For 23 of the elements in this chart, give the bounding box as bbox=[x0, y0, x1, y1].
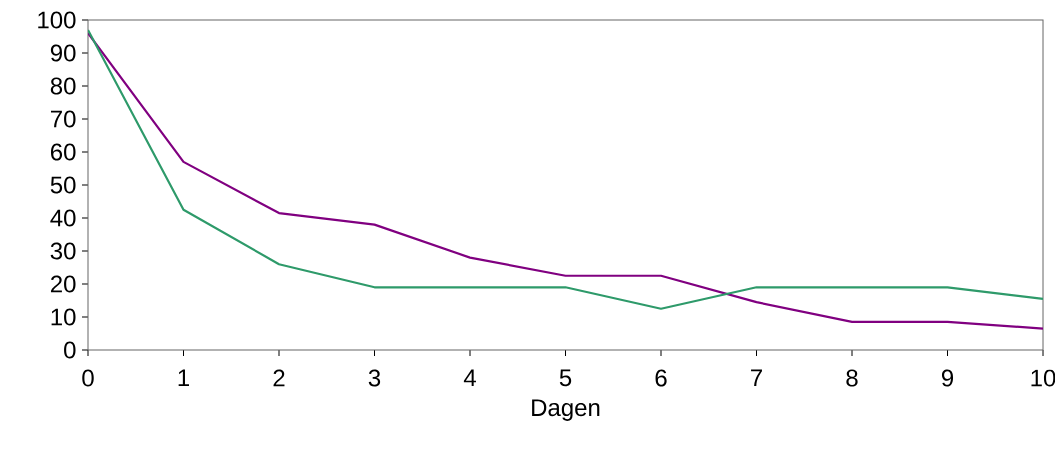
x-tick-label: 1 bbox=[178, 369, 189, 387]
x-tick-label: 7 bbox=[751, 369, 762, 387]
x-tick-label: 8 bbox=[846, 369, 858, 387]
y-tick-label: 40 bbox=[50, 209, 76, 227]
x-tick-label: 5 bbox=[559, 369, 572, 387]
x-tick-label: 10 bbox=[1031, 369, 1055, 387]
x-tick-label: 9 bbox=[941, 369, 954, 387]
y-tick-label: 20 bbox=[50, 275, 76, 293]
y-tick-label: 70 bbox=[50, 110, 76, 128]
y-tick-label: 0 bbox=[64, 341, 76, 359]
x-axis-title: Dagen bbox=[532, 399, 600, 421]
y-tick-label: 60 bbox=[50, 143, 76, 161]
x-tick-label: 4 bbox=[463, 369, 476, 387]
y-tick-label: 90 bbox=[50, 44, 76, 62]
x-tick-label: 3 bbox=[368, 369, 381, 387]
y-tick-label: 10 bbox=[51, 308, 76, 326]
y-tick-label: 30 bbox=[50, 242, 76, 260]
y-tick-label: 80 bbox=[50, 77, 76, 95]
y-tick-label: 100 bbox=[38, 11, 76, 29]
x-tick-label: 6 bbox=[655, 369, 667, 387]
x-tick-label: 2 bbox=[273, 369, 285, 387]
x-tick-label: 0 bbox=[82, 369, 94, 387]
y-tick-label: 50 bbox=[50, 176, 76, 194]
